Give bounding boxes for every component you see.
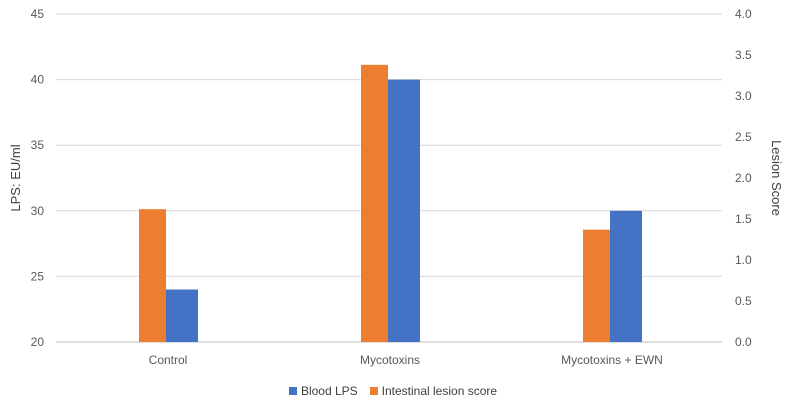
y2-tick-label: 1.0 (735, 253, 752, 267)
y2-axis-title: Lesion Score (769, 140, 784, 216)
y2-tick-label: 3.0 (735, 89, 752, 103)
y2-tick-label: 3.5 (735, 48, 752, 62)
bar-blood-lps (610, 210, 642, 342)
y-tick-label: 40 (31, 73, 45, 87)
legend-item-lesion-score: Intestinal lesion score (369, 384, 498, 398)
y2-tick-label: 1.5 (735, 212, 752, 226)
x-category-label: Control (149, 353, 188, 367)
legend-swatch-blood-lps (288, 387, 297, 395)
y-tick-label: 25 (31, 269, 45, 283)
x-category-label: Mycotoxins (360, 353, 420, 367)
y-tick-label: 30 (31, 204, 45, 218)
y2-tick-label: 4.0 (735, 7, 752, 21)
left-axis-ticks: 20 25 30 35 40 45 (31, 7, 45, 349)
bars (139, 64, 642, 342)
bar-blood-lps (166, 289, 198, 342)
legend-item-blood-lps: Blood LPS (288, 384, 358, 398)
y2-tick-label: 0.0 (735, 335, 752, 349)
y2-tick-label: 2.0 (735, 171, 752, 185)
bar-intestinal-lesion-score (583, 229, 610, 342)
y-tick-label: 45 (31, 7, 45, 21)
y2-tick-label: 2.5 (735, 130, 752, 144)
y2-tick-label: 0.5 (735, 294, 752, 308)
legend-swatch-lesion-score (369, 387, 378, 395)
x-category-label: Mycotoxins + EWN (561, 353, 663, 367)
y-tick-label: 35 (31, 138, 45, 152)
right-axis-ticks: 0.0 0.5 1.0 1.5 2.0 2.5 3.0 3.5 4.0 (735, 7, 752, 349)
bar-intestinal-lesion-score (139, 209, 166, 342)
category-labels: Control Mycotoxins Mycotoxins + EWN (149, 353, 663, 367)
bar-blood-lps (388, 79, 420, 342)
y-tick-label: 20 (31, 335, 45, 349)
legend-label-lesion-score: Intestinal lesion score (381, 384, 498, 398)
y-axis-title: LPS: EU/ml (8, 144, 23, 211)
legend: Blood LPS Intestinal lesion score (0, 384, 786, 398)
bar-intestinal-lesion-score (361, 64, 388, 342)
legend-label-blood-lps: Blood LPS (300, 384, 358, 398)
